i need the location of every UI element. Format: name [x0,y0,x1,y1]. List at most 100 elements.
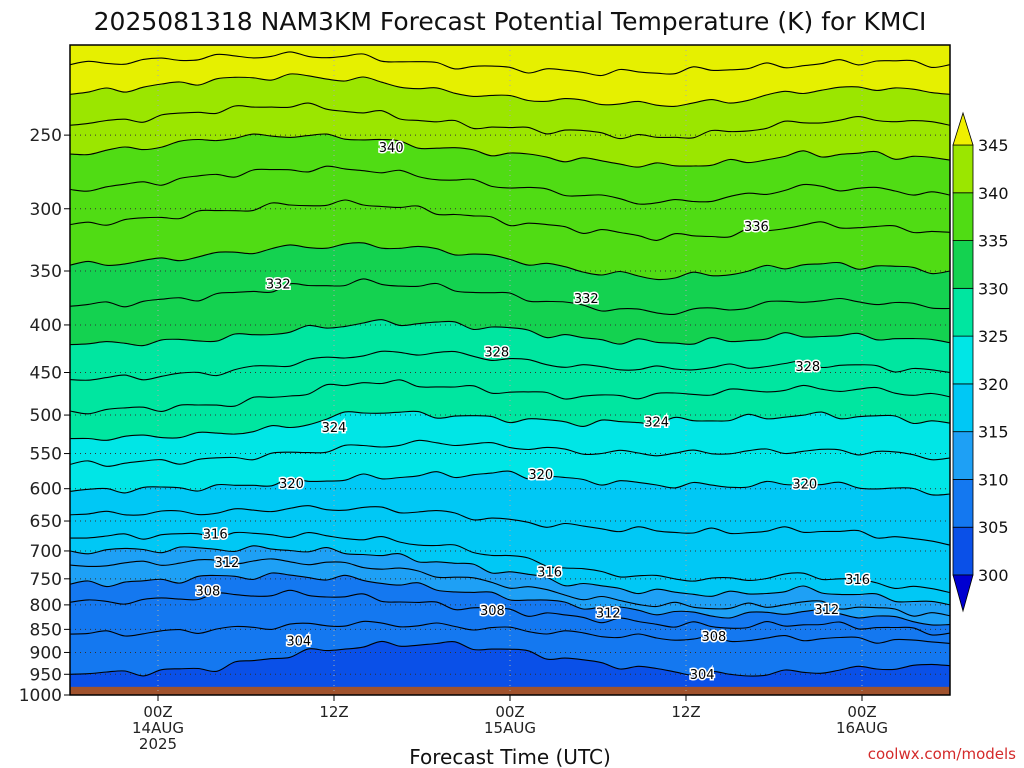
contour-316 [70,531,950,594]
contour-340 [70,133,950,168]
colorbar-label-340: 340 [978,184,1009,203]
contour-328 [70,350,950,381]
colorbar-seg-320 [952,335,974,385]
contour-342 [70,102,950,140]
ytick-label-1000: 1000 [19,686,62,706]
colorbar-label-330: 330 [978,279,1009,298]
xtick-label-6-1: 14AUG [132,719,184,737]
contour-312 [70,558,950,617]
xtick-label-30-1: 15AUG [484,719,536,737]
contour-306 [70,620,950,644]
colorbar-over-arrow [952,111,974,146]
contour-label-328: 328 [795,360,820,375]
band-306-308 [70,590,950,644]
plot-area: 304 304 308 308 308 312 312 312 316 316 316 320 320 3… [70,45,950,695]
ytick-label-750: 750 [30,570,62,590]
xtick-label-54-1: 16AUG [836,719,888,737]
ytick-label-350: 350 [30,262,62,282]
contour-304 [70,640,950,677]
band-308-310 [70,572,950,636]
contour-330 [70,319,950,347]
contour-label-316: 316 [203,527,228,542]
ytick-label-900: 900 [30,643,62,663]
contour-label-324: 324 [644,415,669,430]
colorbar-seg-310 [952,431,974,480]
colorbar-label-315: 315 [978,423,1009,442]
band-322-324 [70,411,950,467]
band-342-344 [70,73,950,139]
band-300-304 [70,641,950,695]
ytick-label-400: 400 [30,316,62,336]
contour-324 [70,410,950,441]
contour-344 [70,73,950,107]
xtick-label-18-0: 12Z [319,703,348,721]
contour-338 [70,165,950,205]
ytick-label-300: 300 [30,200,62,220]
colorbar-label-345: 345 [978,136,1009,155]
contour-label-332: 332 [574,292,599,307]
grid-lines [70,45,950,695]
colorbar-seg-330 [952,240,974,289]
colorbar-label-325: 325 [978,327,1009,346]
contour-346 [70,51,950,77]
ytick-label-250: 250 [30,126,62,146]
ytick-label-600: 600 [30,480,62,500]
colorbar-label-310: 310 [978,470,1009,489]
ytick-label-650: 650 [30,512,62,532]
band-318-320 [70,471,950,546]
band-344-346 [70,51,950,107]
band-330-332 [70,278,950,346]
ytick-label-450: 450 [30,364,62,384]
chart-title: 2025081318 NAM3KM Forecast Potential Tem… [94,7,927,36]
ytick-label-700: 700 [30,542,62,562]
contour-334 [70,242,950,281]
band-316-318 [70,505,950,593]
colorbar-label-320: 320 [978,375,1009,394]
contour-336 [70,199,950,241]
contour-label-308: 308 [195,585,220,600]
contour-label-304: 304 [286,635,311,650]
contour-label-312: 312 [215,556,240,571]
contour-label-320: 320 [792,478,817,493]
xtick-label-54-0: 00Z [847,703,876,721]
xtick-label-30-0: 00Z [495,703,524,721]
contour-label-312: 312 [596,606,621,621]
ytick-label-950: 950 [30,665,62,685]
contour-label-340: 340 [379,141,404,156]
contour-308 [70,589,950,636]
contour-label-324: 324 [322,421,347,436]
band-336-338 [70,166,950,241]
band-334-336 [70,200,950,280]
contour-label-332: 332 [266,278,291,293]
colorbar: 300 305 310 315 320 325 330 335 340 345 [952,111,1009,613]
credit-link[interactable]: coolwx.com/models [868,745,1016,763]
xtick-label-6-2: 2025 [139,735,177,753]
contour-318 [70,505,950,546]
colorbar-seg-300 [952,526,974,576]
contour-labels: 304 304 308 308 308 312 312 312 316 316 316 320 320 3… [194,139,872,684]
ytick-label-850: 850 [30,620,62,640]
colorbar-label-335: 335 [978,232,1009,251]
colorbar-seg-305 [952,479,974,528]
ytick-label-550: 550 [30,445,62,465]
colorbar-seg-315 [952,383,974,433]
colorbar-under-arrow [952,574,974,613]
pressure-axis: 250 300 350 400 450 500 550 600 650 700 750 800 850 9… [19,126,70,706]
contour-label-336: 336 [744,220,769,235]
contour-332 [70,278,950,316]
contour-label-320: 320 [279,477,304,492]
band-326-328 [70,351,950,414]
ytick-label-500: 500 [30,406,62,426]
contour-label-320: 320 [528,468,553,483]
colorbar-label-305: 305 [978,518,1009,537]
contour-label-316: 316 [537,565,562,580]
ytick-label-800: 800 [30,596,62,616]
contour-lines [70,51,950,677]
colorbar-seg-340 [952,144,974,194]
contour-322 [70,439,950,467]
x-axis-label: Forecast Time (UTC) [409,745,611,768]
contour-314 [70,545,950,606]
contour-label-308: 308 [480,604,505,619]
